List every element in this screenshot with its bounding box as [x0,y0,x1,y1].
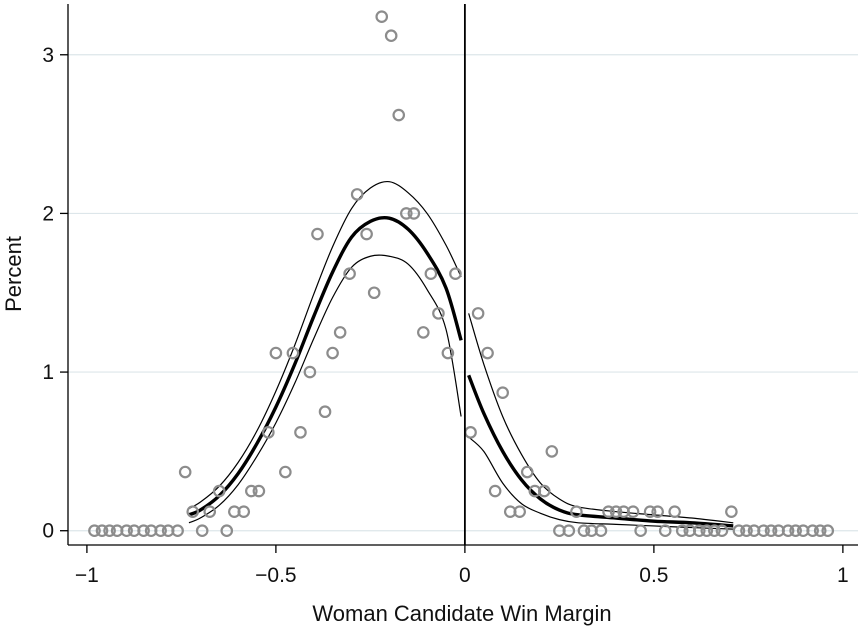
data-point [95,524,109,538]
data-point [488,484,502,498]
data-point [570,505,583,518]
data-point [407,207,421,220]
data-point [400,207,413,220]
data-point [634,524,647,538]
data-point [692,524,706,538]
data-point [212,484,226,498]
data-point [577,524,591,538]
data-point [806,524,819,538]
data-point [520,465,534,479]
data-point [537,484,551,498]
data-point [318,405,332,419]
data-point [417,326,430,339]
data-point [464,426,477,439]
data-point [740,524,753,538]
ci-left-lower-line [188,254,462,524]
data-point [609,505,623,518]
x-tick-label: −0.5 [255,564,296,587]
data-point [375,10,389,23]
data-point [700,524,714,538]
data-point [441,346,455,360]
data-point [384,29,398,43]
data-point [137,524,150,538]
fitted-curves [188,215,734,528]
data-point [732,524,746,538]
data-point [350,188,364,201]
data-point [626,505,640,518]
data-point [311,227,324,241]
x-axis-title: Woman Candidate Win Margin [312,601,611,626]
x-tick-label: 0.5 [639,564,668,587]
data-point [171,524,184,538]
data-point [651,505,664,518]
data-point [764,524,778,538]
data-point [360,227,373,241]
data-point [821,524,835,538]
data-point [715,524,729,538]
data-point [220,524,234,538]
data-point [88,524,101,538]
data-point [594,524,608,538]
data-point [262,426,275,439]
data-point [392,108,406,122]
data-point [789,524,802,538]
data-point [286,346,300,360]
data-point [513,505,526,518]
gridlines [68,54,858,532]
y-axis-title: Percent [1,236,26,312]
x-tick-label: 1 [837,564,849,587]
x-tick-label: 0 [459,564,471,587]
axes: 0 1 2 3 −1 −0.5 0 0.5 1 [42,4,858,587]
data-point [708,524,721,538]
data-point [367,286,381,300]
scatter-points [88,10,835,538]
data-point [675,524,689,538]
x-tick-label: −1 [75,564,99,587]
ci-right-upper-line [468,313,734,524]
y-tick-label: 2 [42,202,54,225]
data-point [643,505,657,518]
data-point [602,505,615,518]
data-point [496,386,509,399]
data-point [303,365,317,379]
data-point [333,326,347,339]
fit-left-line [188,215,463,517]
data-point [658,524,672,538]
data-point [252,484,266,498]
data-point [195,524,209,538]
data-point [103,524,116,538]
data-point [545,445,559,458]
data-point [120,524,133,538]
data-point [269,346,283,360]
data-point [343,267,356,281]
data-point [203,505,217,518]
y-tick-label: 3 [42,44,54,67]
data-point [154,524,167,538]
y-tick-label: 0 [42,520,54,543]
data-point [294,426,307,439]
data-point [562,524,576,538]
data-point [237,505,251,518]
data-point [757,524,770,538]
data-point [245,484,258,498]
data-point [471,307,485,320]
data-point [424,267,438,281]
data-point [813,524,827,538]
fit-right-line [467,374,734,528]
data-point [449,267,462,281]
data-point [279,465,292,479]
data-point [178,465,192,479]
ci-left-upper-line [188,180,462,510]
data-point [725,505,738,518]
data-point [481,346,494,360]
data-point [326,346,339,360]
data-point [186,505,200,518]
y-tick-label: 1 [42,361,54,384]
data-point [432,307,445,320]
data-point [668,505,681,518]
data-point [781,524,795,538]
